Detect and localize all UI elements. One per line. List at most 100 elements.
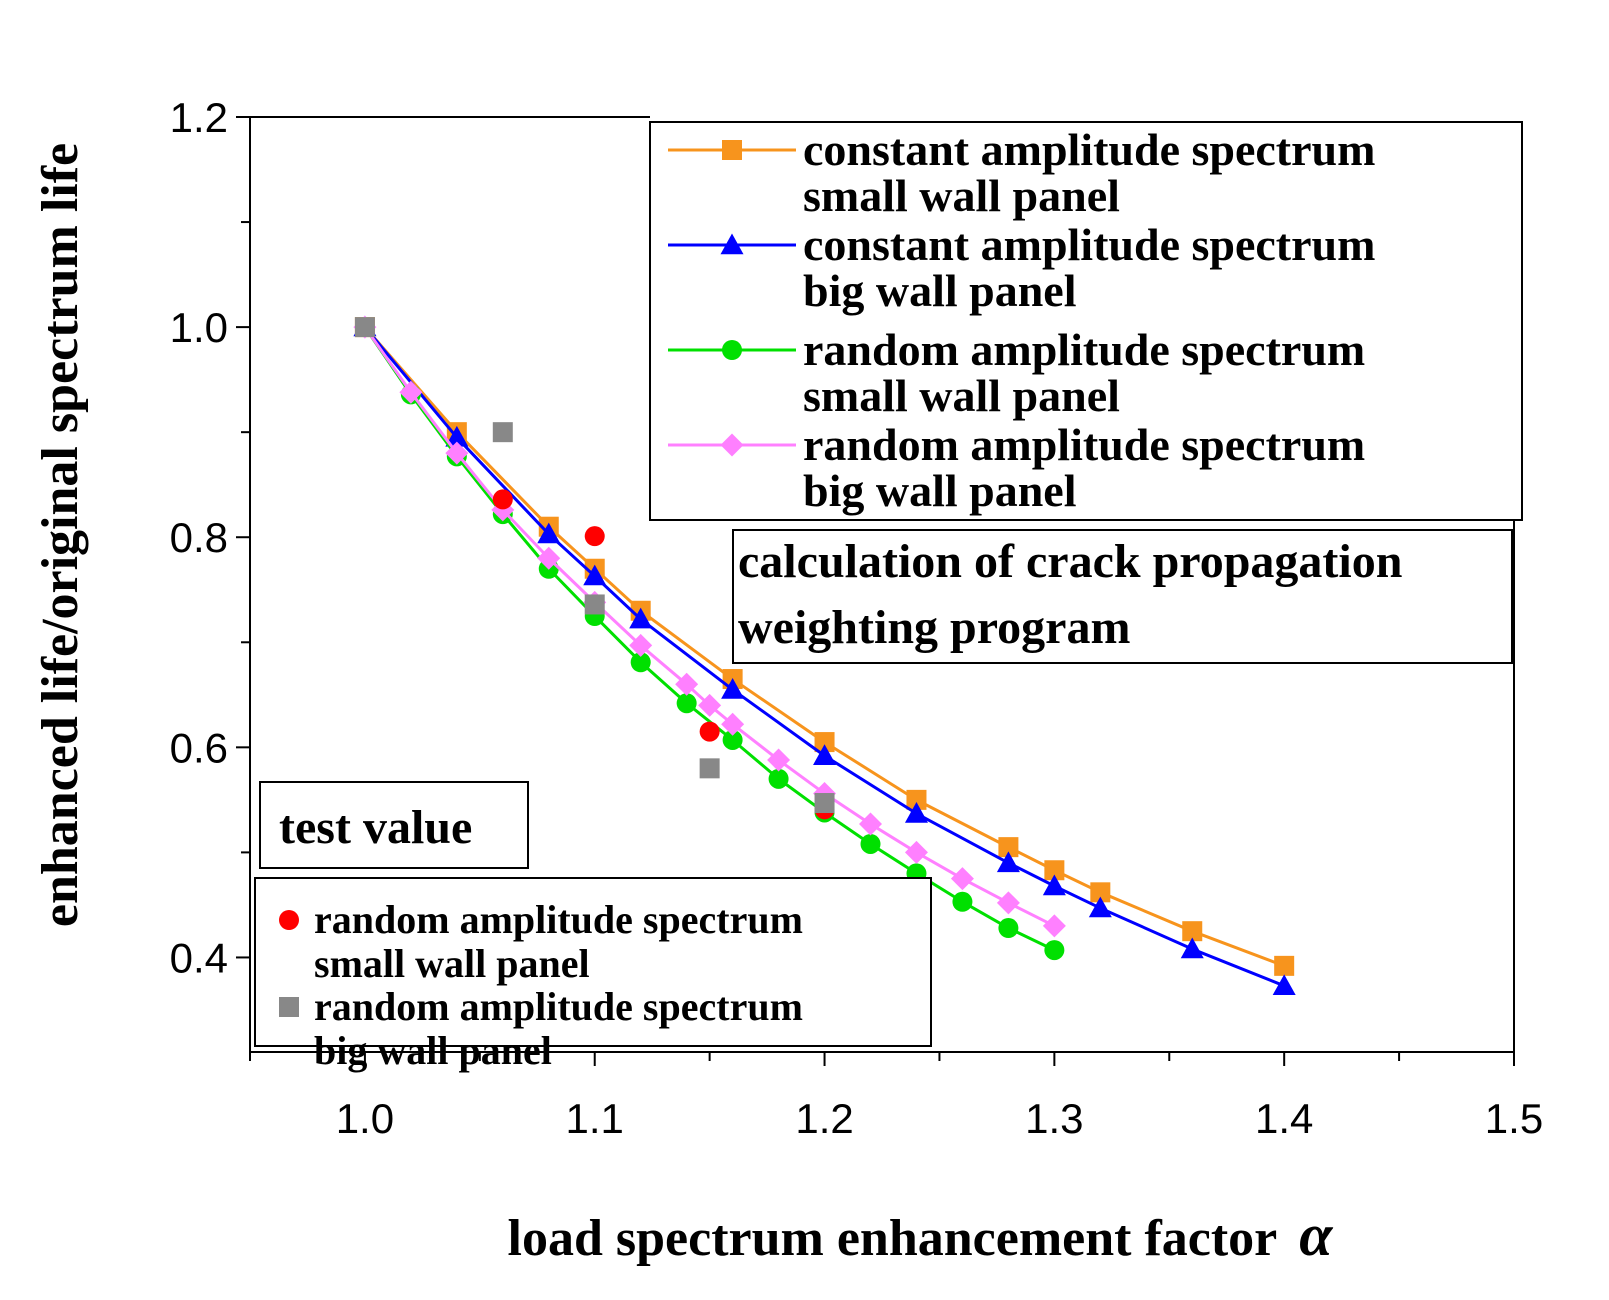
data-point [583,564,607,586]
data-point [1090,882,1111,903]
data-point [813,744,837,765]
x-tick-label: 1.3 [1025,1095,1083,1142]
legend-swatch-marker [722,340,742,360]
test-point [492,422,513,443]
tick-labels: 1.0 1.1 1.2 1.3 1.4 1.5 0.4 0.6 0.8 1.0 1.2 [170,94,1544,1142]
test-legend-label-line: small wall panel [314,941,590,986]
test-legend-box [254,877,932,1047]
x-axis-label-text: load spectrum enhancement factor [508,1210,1278,1267]
x-tick-label: 1.5 [1485,1095,1543,1142]
data-point [721,678,745,699]
data-point [767,748,791,772]
data-point [904,802,928,823]
legend-label-line: constant amplitude spectrum [803,219,1375,270]
data-point [629,607,653,629]
data-point [859,812,883,836]
data-point [906,789,927,810]
legend-swatch-marker [720,233,744,255]
test-legend-label-line: big wall panel [314,1028,552,1073]
x-axis-label: load spectrum enhancement factor α [508,1202,1334,1268]
test-value-label: test value [279,801,472,854]
test-legend-marker [279,997,299,1017]
calc-note-line-1: calculation of crack propagation [738,535,1402,588]
x-axis-symbol: α [1299,1202,1333,1268]
legend-label-line: random amplitude spectrum [803,419,1365,470]
data-point [445,425,469,447]
data-point [1044,940,1065,961]
data-point [996,891,1020,915]
data-point [1272,974,1296,996]
data-point [1274,955,1295,976]
data-point [904,840,928,864]
x-tick-label: 1.1 [566,1095,624,1142]
test-point [699,758,720,779]
axes [249,116,1515,1053]
data-point [1182,921,1203,942]
data-point [814,732,835,753]
data-point [722,729,743,750]
data-point [950,867,974,891]
series-2 [353,315,1296,996]
series-4 [353,315,1066,938]
ticks [236,116,1515,1066]
x-tick-label: 1.0 [336,1095,394,1142]
data-point [998,918,1019,939]
data-point [998,837,1019,858]
data-point [952,891,973,912]
legend-label-line: constant amplitude spectrum [803,124,1375,175]
data-point [676,693,697,714]
data-point [537,546,561,570]
legend-swatch-marker [722,140,742,160]
data-point [399,380,423,404]
data-point [1042,914,1066,938]
test-point [584,594,605,615]
test-point [492,489,513,510]
data-point [996,851,1020,873]
test-point [814,793,835,814]
legend-label-line: small wall panel [803,370,1120,421]
test-value-box [259,781,529,869]
y-tick-label: 1.0 [170,304,228,351]
y-axis-label: enhanced life/original spectrum life [32,143,89,927]
test-point [354,317,375,338]
data-point [860,833,881,854]
test-legend-label-line: random amplitude spectrum [314,897,803,942]
data-point [445,441,469,465]
test-point [584,526,605,547]
legend-label-line: big wall panel [803,265,1077,316]
data-point [768,768,789,789]
data-point [630,652,651,673]
test-value-title: test value [259,781,529,869]
data-point [1180,937,1204,959]
test-legend-marker [279,910,299,930]
legend-label-line: small wall panel [803,170,1120,221]
test-point [699,721,720,742]
x-tick-label: 1.2 [795,1095,853,1142]
data-point [675,672,699,696]
data-point [1044,860,1065,881]
y-tick-label: 0.4 [170,934,228,981]
test-points-layer [354,317,835,820]
y-tick-label: 1.2 [170,94,228,141]
y-tick-label: 0.8 [170,514,228,561]
data-point [629,633,653,657]
test-series-2 [354,317,835,814]
calc-note: calculation of crack propagation weighti… [732,529,1513,664]
legend-label-line: random amplitude spectrum [803,324,1365,375]
calc-note-line-2: weighting program [738,601,1130,654]
test-legend-label-line: random amplitude spectrum [314,984,803,1029]
legend-label-line: big wall panel [803,465,1077,516]
x-tick-label: 1.4 [1255,1095,1313,1142]
y-tick-label: 0.6 [170,724,228,771]
